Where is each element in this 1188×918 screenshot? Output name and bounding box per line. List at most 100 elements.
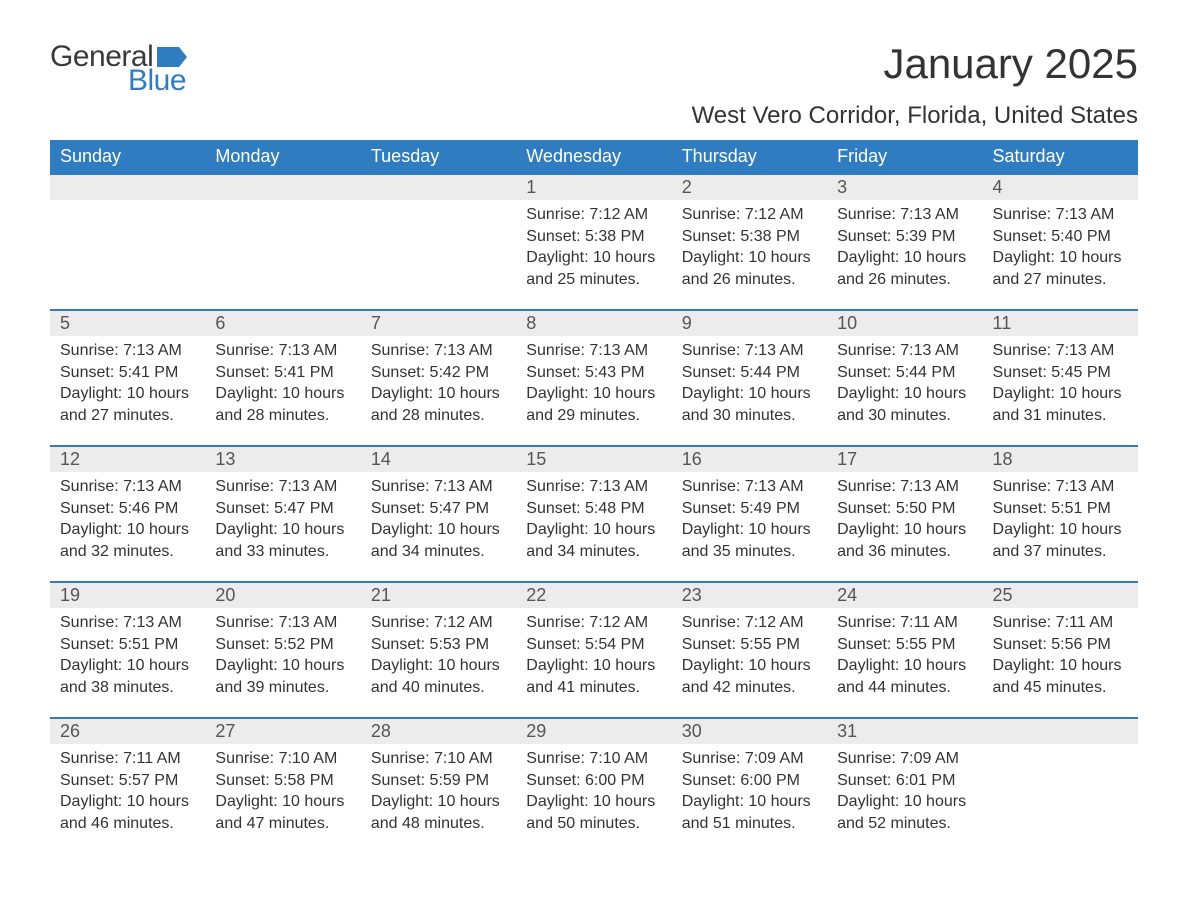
weekday-header: Monday xyxy=(205,140,360,174)
day-details: Sunrise: 7:13 AMSunset: 5:48 PMDaylight:… xyxy=(516,472,671,572)
calendar-cell: 10Sunrise: 7:13 AMSunset: 5:44 PMDayligh… xyxy=(827,310,982,446)
calendar-cell: 22Sunrise: 7:12 AMSunset: 5:54 PMDayligh… xyxy=(516,582,671,718)
logo-text-blue: Blue xyxy=(128,64,186,98)
day-details: Sunrise: 7:13 AMSunset: 5:50 PMDaylight:… xyxy=(827,472,982,572)
day-details: Sunrise: 7:13 AMSunset: 5:51 PMDaylight:… xyxy=(983,472,1138,572)
day-number: 16 xyxy=(672,447,827,472)
calendar-cell: 31Sunrise: 7:09 AMSunset: 6:01 PMDayligh… xyxy=(827,718,982,854)
weekday-header: Friday xyxy=(827,140,982,174)
day-details: Sunrise: 7:09 AMSunset: 6:01 PMDaylight:… xyxy=(827,744,982,844)
calendar-week: 1Sunrise: 7:12 AMSunset: 5:38 PMDaylight… xyxy=(50,174,1138,310)
calendar-cell: 5Sunrise: 7:13 AMSunset: 5:41 PMDaylight… xyxy=(50,310,205,446)
calendar-cell: 14Sunrise: 7:13 AMSunset: 5:47 PMDayligh… xyxy=(361,446,516,582)
calendar-cell: 15Sunrise: 7:13 AMSunset: 5:48 PMDayligh… xyxy=(516,446,671,582)
calendar-cell: 25Sunrise: 7:11 AMSunset: 5:56 PMDayligh… xyxy=(983,582,1138,718)
calendar-cell: 7Sunrise: 7:13 AMSunset: 5:42 PMDaylight… xyxy=(361,310,516,446)
calendar-cell: 29Sunrise: 7:10 AMSunset: 6:00 PMDayligh… xyxy=(516,718,671,854)
day-details: Sunrise: 7:12 AMSunset: 5:54 PMDaylight:… xyxy=(516,608,671,708)
day-number: 6 xyxy=(205,311,360,336)
day-number xyxy=(983,719,1138,744)
calendar-cell: 12Sunrise: 7:13 AMSunset: 5:46 PMDayligh… xyxy=(50,446,205,582)
day-details: Sunrise: 7:13 AMSunset: 5:41 PMDaylight:… xyxy=(205,336,360,436)
day-number: 7 xyxy=(361,311,516,336)
day-details: Sunrise: 7:12 AMSunset: 5:38 PMDaylight:… xyxy=(672,200,827,300)
calendar-cell: 6Sunrise: 7:13 AMSunset: 5:41 PMDaylight… xyxy=(205,310,360,446)
day-number: 24 xyxy=(827,583,982,608)
calendar-week: 5Sunrise: 7:13 AMSunset: 5:41 PMDaylight… xyxy=(50,310,1138,446)
weekday-header-row: SundayMondayTuesdayWednesdayThursdayFrid… xyxy=(50,140,1138,174)
day-details: Sunrise: 7:13 AMSunset: 5:42 PMDaylight:… xyxy=(361,336,516,436)
weekday-header: Tuesday xyxy=(361,140,516,174)
day-number: 10 xyxy=(827,311,982,336)
calendar-cell: 2Sunrise: 7:12 AMSunset: 5:38 PMDaylight… xyxy=(672,174,827,310)
calendar-cell: 21Sunrise: 7:12 AMSunset: 5:53 PMDayligh… xyxy=(361,582,516,718)
day-details: Sunrise: 7:13 AMSunset: 5:51 PMDaylight:… xyxy=(50,608,205,708)
day-number: 12 xyxy=(50,447,205,472)
day-number: 29 xyxy=(516,719,671,744)
weekday-header: Wednesday xyxy=(516,140,671,174)
day-details: Sunrise: 7:13 AMSunset: 5:40 PMDaylight:… xyxy=(983,200,1138,300)
calendar-cell: 9Sunrise: 7:13 AMSunset: 5:44 PMDaylight… xyxy=(672,310,827,446)
day-number: 27 xyxy=(205,719,360,744)
day-number: 13 xyxy=(205,447,360,472)
day-number: 1 xyxy=(516,175,671,200)
day-number: 2 xyxy=(672,175,827,200)
weekday-header: Saturday xyxy=(983,140,1138,174)
day-details: Sunrise: 7:10 AMSunset: 5:58 PMDaylight:… xyxy=(205,744,360,844)
calendar-cell: 20Sunrise: 7:13 AMSunset: 5:52 PMDayligh… xyxy=(205,582,360,718)
calendar-cell: 27Sunrise: 7:10 AMSunset: 5:58 PMDayligh… xyxy=(205,718,360,854)
calendar-cell: 19Sunrise: 7:13 AMSunset: 5:51 PMDayligh… xyxy=(50,582,205,718)
day-number: 25 xyxy=(983,583,1138,608)
day-number: 3 xyxy=(827,175,982,200)
day-details: Sunrise: 7:13 AMSunset: 5:44 PMDaylight:… xyxy=(827,336,982,436)
day-details: Sunrise: 7:13 AMSunset: 5:47 PMDaylight:… xyxy=(361,472,516,572)
page-title: January 2025 xyxy=(883,40,1138,88)
weekday-header: Sunday xyxy=(50,140,205,174)
day-details: Sunrise: 7:13 AMSunset: 5:44 PMDaylight:… xyxy=(672,336,827,436)
day-number xyxy=(361,175,516,200)
day-details: Sunrise: 7:12 AMSunset: 5:55 PMDaylight:… xyxy=(672,608,827,708)
calendar-cell: 13Sunrise: 7:13 AMSunset: 5:47 PMDayligh… xyxy=(205,446,360,582)
day-details: Sunrise: 7:13 AMSunset: 5:43 PMDaylight:… xyxy=(516,336,671,436)
calendar-table: SundayMondayTuesdayWednesdayThursdayFrid… xyxy=(50,140,1138,854)
calendar-cell: 4Sunrise: 7:13 AMSunset: 5:40 PMDaylight… xyxy=(983,174,1138,310)
day-details: Sunrise: 7:13 AMSunset: 5:39 PMDaylight:… xyxy=(827,200,982,300)
day-details: Sunrise: 7:13 AMSunset: 5:47 PMDaylight:… xyxy=(205,472,360,572)
weekday-header: Thursday xyxy=(672,140,827,174)
calendar-cell: 24Sunrise: 7:11 AMSunset: 5:55 PMDayligh… xyxy=(827,582,982,718)
day-details: Sunrise: 7:13 AMSunset: 5:49 PMDaylight:… xyxy=(672,472,827,572)
calendar-cell xyxy=(361,174,516,310)
day-number: 31 xyxy=(827,719,982,744)
calendar-cell xyxy=(205,174,360,310)
calendar-week: 12Sunrise: 7:13 AMSunset: 5:46 PMDayligh… xyxy=(50,446,1138,582)
day-details: Sunrise: 7:10 AMSunset: 5:59 PMDaylight:… xyxy=(361,744,516,844)
calendar-body: 1Sunrise: 7:12 AMSunset: 5:38 PMDaylight… xyxy=(50,174,1138,854)
day-details: Sunrise: 7:13 AMSunset: 5:45 PMDaylight:… xyxy=(983,336,1138,436)
calendar-cell: 11Sunrise: 7:13 AMSunset: 5:45 PMDayligh… xyxy=(983,310,1138,446)
day-details: Sunrise: 7:09 AMSunset: 6:00 PMDaylight:… xyxy=(672,744,827,844)
calendar-cell xyxy=(50,174,205,310)
day-details: Sunrise: 7:13 AMSunset: 5:41 PMDaylight:… xyxy=(50,336,205,436)
calendar-cell: 23Sunrise: 7:12 AMSunset: 5:55 PMDayligh… xyxy=(672,582,827,718)
day-number: 9 xyxy=(672,311,827,336)
day-number: 20 xyxy=(205,583,360,608)
day-number: 14 xyxy=(361,447,516,472)
calendar-week: 19Sunrise: 7:13 AMSunset: 5:51 PMDayligh… xyxy=(50,582,1138,718)
day-number: 21 xyxy=(361,583,516,608)
calendar-cell xyxy=(983,718,1138,854)
calendar-cell: 18Sunrise: 7:13 AMSunset: 5:51 PMDayligh… xyxy=(983,446,1138,582)
day-details: Sunrise: 7:12 AMSunset: 5:53 PMDaylight:… xyxy=(361,608,516,708)
day-details: Sunrise: 7:10 AMSunset: 6:00 PMDaylight:… xyxy=(516,744,671,844)
day-number xyxy=(50,175,205,200)
day-number: 15 xyxy=(516,447,671,472)
day-number: 4 xyxy=(983,175,1138,200)
header: General Blue January 2025 xyxy=(50,40,1138,98)
location-subtitle: West Vero Corridor, Florida, United Stat… xyxy=(50,102,1138,130)
calendar-cell: 17Sunrise: 7:13 AMSunset: 5:50 PMDayligh… xyxy=(827,446,982,582)
day-number: 28 xyxy=(361,719,516,744)
day-number: 22 xyxy=(516,583,671,608)
day-number: 26 xyxy=(50,719,205,744)
day-details: Sunrise: 7:12 AMSunset: 5:38 PMDaylight:… xyxy=(516,200,671,300)
day-number xyxy=(205,175,360,200)
day-number: 30 xyxy=(672,719,827,744)
